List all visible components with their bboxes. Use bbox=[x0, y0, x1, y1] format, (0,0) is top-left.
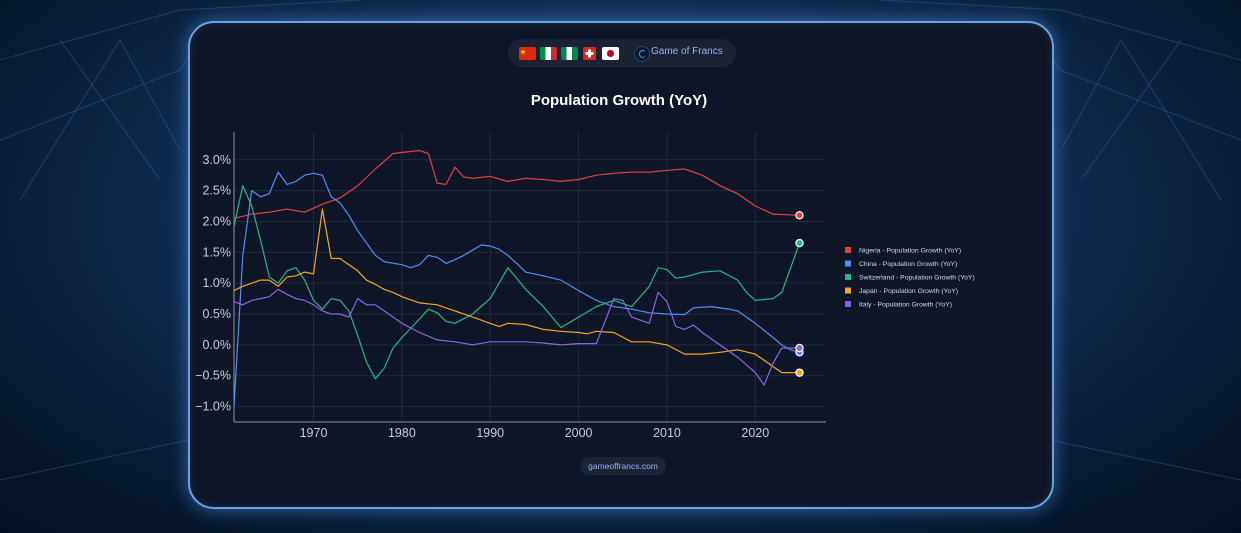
series-line-1[interactable] bbox=[233, 171, 800, 407]
x-tick-label: 2000 bbox=[565, 426, 593, 440]
legend-label-4[interactable]: Italy - Population Growth (YoY) bbox=[859, 302, 952, 309]
series-line-0[interactable] bbox=[233, 149, 800, 219]
italy-flag-icon bbox=[540, 47, 557, 60]
series-end-marker-4[interactable] bbox=[795, 343, 804, 353]
y-tick-label: −1.0% bbox=[195, 400, 231, 414]
game-of-francs-logo-icon bbox=[634, 46, 650, 62]
legend-label-3[interactable]: Japan - Population Growth (YoY) bbox=[859, 288, 958, 295]
chart-card: Game of Francs gameoffrancs.com bbox=[188, 21, 1054, 509]
header-pill: Game of Francs bbox=[508, 39, 736, 67]
legend-swatch-2 bbox=[845, 274, 851, 280]
legend-swatch-0 bbox=[845, 247, 851, 253]
series-end-marker-3[interactable] bbox=[795, 368, 804, 377]
y-tick-label: 3.0% bbox=[203, 153, 232, 167]
y-tick-label: 1.5% bbox=[203, 245, 232, 259]
legend-label-2[interactable]: Switzerland - Population Growth (YoY) bbox=[859, 275, 975, 282]
chart-title: Population Growth (YoY) bbox=[531, 92, 707, 109]
y-tick-label: 1.0% bbox=[203, 276, 232, 290]
series-end-marker-2[interactable] bbox=[795, 238, 804, 248]
japan-flag-icon bbox=[602, 47, 619, 60]
x-tick-label: 2010 bbox=[653, 426, 681, 440]
x-tick-label: 1990 bbox=[476, 426, 504, 440]
website-link[interactable]: gameoffrancs.com bbox=[580, 457, 666, 475]
legend-label-1[interactable]: China - Population Growth (YoY) bbox=[859, 261, 957, 268]
china-flag-icon bbox=[519, 47, 536, 60]
y-tick-label: −0.5% bbox=[195, 369, 231, 383]
x-tick-label: 1970 bbox=[300, 426, 328, 440]
x-tick-label: 1980 bbox=[388, 426, 416, 440]
series-line-2[interactable] bbox=[233, 185, 801, 380]
x-tick-label: 2020 bbox=[741, 426, 769, 440]
legend-label-0[interactable]: Nigeria - Population Growth (YoY) bbox=[859, 248, 961, 255]
series-line-3[interactable] bbox=[233, 208, 800, 374]
series-line-4[interactable] bbox=[233, 288, 800, 386]
y-tick-label: 2.0% bbox=[203, 214, 232, 228]
legend-swatch-3 bbox=[845, 287, 851, 294]
series-end-marker-0[interactable] bbox=[795, 211, 804, 220]
y-tick-label: 0.0% bbox=[203, 338, 232, 352]
legend-swatch-1 bbox=[845, 260, 851, 267]
y-tick-label: 2.5% bbox=[203, 184, 232, 198]
legend-swatch-4 bbox=[845, 301, 851, 307]
y-tick-label: 0.5% bbox=[203, 307, 232, 321]
brand-name[interactable]: Game of Francs bbox=[651, 46, 723, 57]
switzerland-flag-icon bbox=[583, 47, 596, 60]
nigeria-flag-icon bbox=[561, 47, 578, 60]
